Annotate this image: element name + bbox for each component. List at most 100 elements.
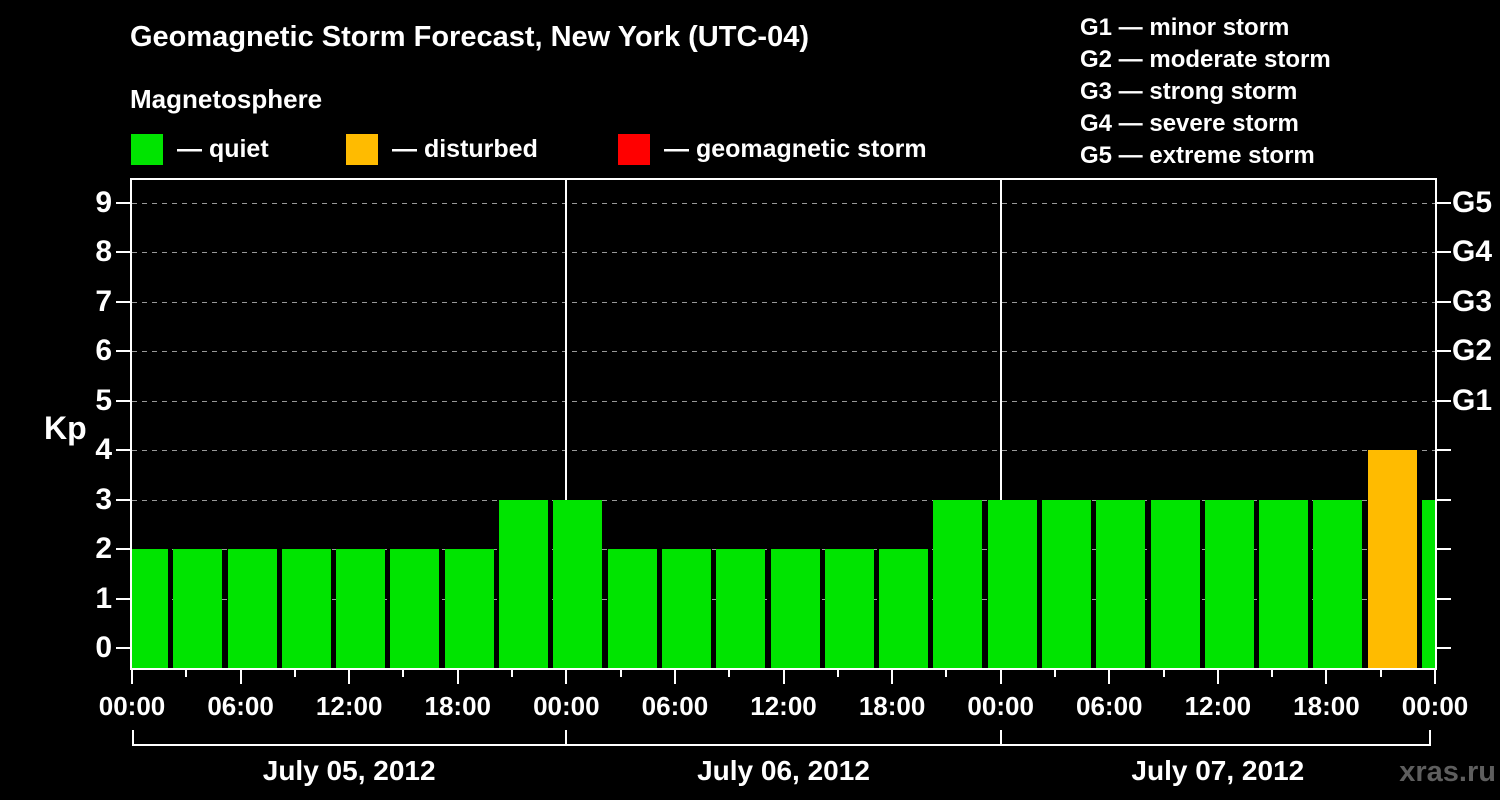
y-tick-label: 9: [95, 185, 112, 219]
gridline-kp-9: [132, 202, 1435, 204]
kp-bar: [281, 549, 331, 668]
x-tick: [673, 670, 676, 684]
g-scale-item-g4: G4 — severe storm: [1080, 110, 1299, 137]
y-tick-left: [116, 449, 130, 451]
kp-bar: [824, 549, 874, 668]
y-tick-right: [1437, 399, 1451, 402]
y-tick-left: [116, 498, 130, 501]
kp-bar: [444, 549, 494, 668]
x-tick-label: 18:00: [424, 691, 492, 721]
x-tick: [402, 670, 405, 677]
date-axis-line: [132, 744, 1431, 746]
g-level-label: G2: [1452, 334, 1493, 367]
x-tick: [1379, 670, 1382, 677]
x-tick: [782, 670, 785, 684]
date-axis-tick: [132, 730, 134, 746]
y-tick-left: [116, 300, 130, 303]
y-tick-right: [1437, 597, 1451, 600]
y-tick-right: [1437, 548, 1451, 550]
kp-bar: [390, 549, 440, 668]
x-tick: [1271, 670, 1274, 677]
kp-bar: [770, 549, 820, 668]
y-tick-right: [1437, 251, 1451, 253]
y-tick-left: [116, 399, 130, 402]
x-tick-label: 06:00: [1076, 691, 1143, 721]
kp-bar: [987, 499, 1037, 668]
date-axis-tick: [1429, 730, 1431, 746]
legend-item-label: — disturbed: [392, 134, 538, 163]
x-tick: [565, 670, 568, 684]
y-tick-left: [116, 548, 130, 550]
y-tick-left: [116, 201, 130, 204]
storm-color-swatch: [618, 133, 650, 165]
x-tick: [728, 670, 731, 677]
x-tick-label: 00:00: [1401, 691, 1469, 721]
x-tick: [131, 670, 133, 684]
x-tick: [456, 670, 459, 684]
gridline-kp-5: [132, 400, 1435, 402]
kp-bar: [336, 549, 386, 668]
x-tick-label: 06:00: [207, 691, 274, 721]
kp-bar: [933, 499, 983, 668]
kp-bar: [1367, 450, 1417, 668]
x-tick-label: 00:00: [967, 691, 1034, 721]
day-divider-line: [565, 180, 568, 668]
y-tick-left: [116, 647, 130, 649]
x-tick: [185, 670, 188, 677]
y-tick-label: 7: [95, 284, 112, 318]
g-level-label: G4: [1452, 235, 1493, 268]
x-tick: [511, 670, 514, 677]
kp-bar: [553, 499, 603, 668]
kp-bar: [132, 549, 168, 668]
kp-bar: [1204, 499, 1254, 668]
g-scale-legend: G1 — minor storm G2 — moderate storm G3 …: [1080, 12, 1331, 172]
x-tick: [348, 670, 351, 684]
kp-bar: [716, 549, 766, 668]
gridline-kp-6: [132, 351, 1435, 352]
date-axis-tick: [565, 730, 568, 746]
kp-bar: [1313, 499, 1363, 668]
y-tick-label: 8: [95, 235, 112, 268]
kp-bar: [1096, 499, 1146, 668]
y-axis-title: Kp: [44, 410, 87, 446]
legend-item-label: — geomagnetic storm: [664, 134, 927, 163]
date-label: July 06, 2012: [697, 755, 870, 786]
magnetosphere-label: Magnetosphere: [130, 84, 323, 114]
x-tick: [836, 670, 839, 677]
kp-bar: [173, 549, 223, 668]
g-level-label: G3: [1452, 284, 1493, 318]
y-tick-label: 0: [95, 631, 112, 664]
y-tick-label: 6: [95, 334, 112, 367]
day-divider-line: [999, 180, 1002, 668]
x-tick: [1216, 670, 1219, 684]
x-tick-label: 00:00: [98, 691, 166, 721]
kp-bar: [879, 549, 929, 668]
x-tick: [1162, 670, 1165, 677]
page-title: Geomagnetic Storm Forecast, New York (UT…: [130, 21, 809, 53]
y-tick-right: [1437, 449, 1451, 451]
g-scale-item-g5: G5 — extreme storm: [1080, 142, 1315, 169]
gridline-kp-7: [132, 301, 1435, 303]
g-scale-item-g1: G1 — minor storm: [1080, 14, 1290, 41]
y-tick-label: 1: [95, 581, 112, 615]
y-tick-label: 4: [95, 433, 112, 466]
y-tick-right: [1437, 350, 1451, 352]
y-tick-label: 3: [95, 482, 112, 516]
disturbed-color-swatch: [346, 133, 378, 165]
kp-color-legend: — quiet — disturbed — geomagnetic storm: [0, 133, 1100, 167]
legend-item-quiet: — quiet: [131, 133, 269, 165]
gridline-kp-4: [132, 450, 1435, 451]
kp-bar: [499, 499, 549, 668]
kp-bar: [1422, 499, 1435, 668]
legend-item-disturbed: — disturbed: [346, 133, 538, 165]
x-tick-label: 12:00: [750, 691, 817, 721]
x-tick: [891, 670, 894, 684]
y-tick-right: [1437, 300, 1451, 303]
g-level-label: G5: [1452, 185, 1493, 219]
x-tick: [619, 670, 622, 677]
g-scale-item-g2: G2 — moderate storm: [1080, 46, 1331, 73]
quiet-color-swatch: [131, 133, 163, 165]
x-tick: [293, 670, 296, 677]
kp-bar: [661, 549, 711, 668]
